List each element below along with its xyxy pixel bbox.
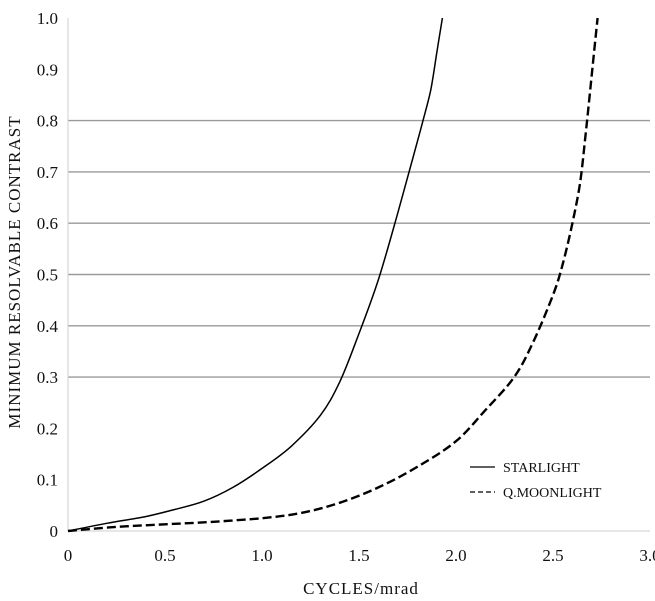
y-tick-label: 0.7 (37, 163, 59, 182)
y-tick-label: 0.3 (37, 368, 58, 387)
x-tick-label: 1.5 (348, 546, 369, 565)
y-tick-label: 0 (50, 522, 59, 541)
x-tick-labels: 0 0.5 1.0 1.5 2.0 2.5 3.0 (64, 546, 655, 565)
y-tick-labels: 0 0.1 0.2 0.3 0.4 0.5 0.6 0.7 0.8 0.9 1.0 (37, 9, 59, 541)
y-tick-label: 0.8 (37, 112, 58, 131)
x-tick-label: 3.0 (639, 546, 655, 565)
legend: STARLIGHT Q.MOONLIGHT (470, 461, 602, 501)
x-tick-label: 0.5 (154, 546, 175, 565)
y-tick-label: 1.0 (37, 9, 58, 28)
x-tick-label: 2.0 (445, 546, 466, 565)
y-tick-label: 0.9 (37, 60, 58, 79)
x-axis-label: CYCLES/mrad (303, 579, 419, 598)
x-tick-label: 0 (64, 546, 73, 565)
series-line-starlight (67, 17, 444, 532)
series-line-q-moonlight (67, 17, 599, 533)
y-tick-label: 0.5 (37, 266, 58, 285)
legend-label-starlight: STARLIGHT (503, 461, 580, 476)
y-tick-label: 0.2 (37, 419, 58, 438)
series-lines (67, 17, 599, 533)
x-tick-label: 2.5 (542, 546, 563, 565)
x-tick-label: 1.0 (251, 546, 272, 565)
y-axis-label: MINIMUM RESOLVABLE CONTRAST (5, 115, 24, 428)
axes (67, 18, 650, 532)
y-tick-label: 0.1 (37, 471, 58, 490)
legend-label-moonlight: Q.MOONLIGHT (503, 486, 602, 501)
gridlines (68, 119, 650, 378)
y-tick-label: 0.6 (37, 214, 58, 233)
y-tick-label: 0.4 (37, 317, 59, 336)
